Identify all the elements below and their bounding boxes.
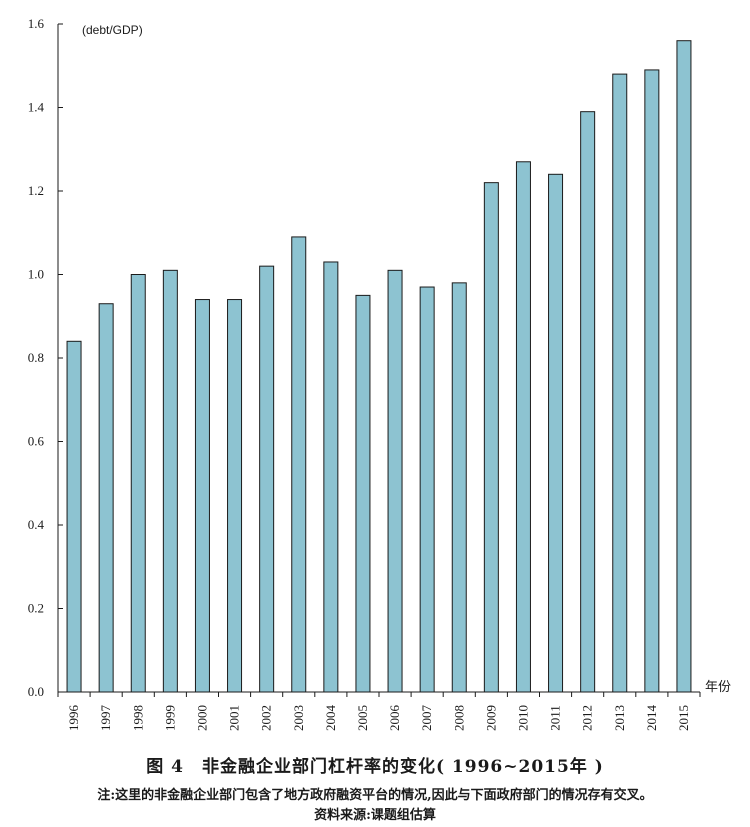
x-tick-label: 2012 bbox=[580, 705, 595, 731]
bar-2009 bbox=[483, 182, 499, 693]
bar-2000 bbox=[194, 299, 210, 693]
x-tick-label: 2004 bbox=[323, 705, 338, 732]
y-tick-label: 1.0 bbox=[28, 267, 44, 282]
y-tick-label: 0.6 bbox=[28, 434, 45, 449]
bar-1997 bbox=[98, 303, 114, 693]
y-axis: 0.0 0.2 0.4 0.6 0.8 1.0 1.2 1.4 1.6 bbox=[28, 16, 63, 699]
x-tick-label: 2003 bbox=[291, 705, 306, 731]
bars bbox=[66, 40, 692, 693]
y-tick-label: 0.8 bbox=[28, 350, 44, 365]
bar-2010 bbox=[515, 161, 531, 693]
x-tick-label: 2010 bbox=[515, 705, 530, 731]
x-tick-label: 1997 bbox=[98, 705, 113, 732]
bar-1998 bbox=[130, 274, 146, 693]
bar-2013 bbox=[612, 73, 628, 693]
bar-2014 bbox=[644, 69, 660, 693]
bar-2003 bbox=[291, 236, 307, 693]
y-tick-label: 1.2 bbox=[28, 183, 44, 198]
x-tick-label: 2006 bbox=[387, 705, 402, 732]
x-tick-label: 2011 bbox=[548, 705, 563, 731]
x-tick-label: 2013 bbox=[612, 705, 627, 731]
bar-2015 bbox=[676, 40, 692, 693]
x-tick-label: 2015 bbox=[676, 705, 691, 731]
x-tick-label: 2005 bbox=[355, 705, 370, 731]
x-tick-label: 1998 bbox=[130, 705, 145, 731]
y-tick-label: 0.4 bbox=[28, 517, 45, 532]
figure-source: 资料来源:课题组估算 bbox=[314, 808, 436, 823]
bar-1996 bbox=[66, 340, 82, 693]
y-unit-label: (debt/GDP) bbox=[82, 23, 143, 37]
bar-2008 bbox=[451, 282, 467, 693]
x-tick-label: 2007 bbox=[419, 705, 434, 732]
x-tick-label: 2009 bbox=[483, 705, 498, 731]
y-tick-label: 0.0 bbox=[28, 684, 44, 699]
y-tick-label: 1.4 bbox=[28, 100, 45, 115]
figure-title: 图 4 非金融企业部门杠杆率的变化( 1996~2015年 ) bbox=[146, 757, 604, 777]
figure-note: 注:这里的非金融企业部门包含了地方政府融资平台的情况,因此与下面政府部门的情况存… bbox=[97, 788, 653, 803]
bar-2011 bbox=[548, 173, 564, 693]
bar-2004 bbox=[323, 261, 339, 693]
y-tick-label: 0.2 bbox=[28, 601, 44, 616]
bar-2007 bbox=[419, 286, 435, 693]
x-axis-label: 年份 bbox=[705, 680, 731, 695]
x-tick-label: 1996 bbox=[66, 705, 81, 732]
bar-2002 bbox=[259, 265, 275, 693]
x-tick-label: 2001 bbox=[227, 705, 242, 731]
x-tick-label: 1999 bbox=[162, 705, 177, 731]
x-tick-label: 2014 bbox=[644, 705, 659, 732]
y-tick-label: 1.6 bbox=[28, 16, 45, 31]
x-axis: 1996 1997 1998 1999 2000 2001 2002 2003 2004 2005… bbox=[57, 691, 701, 732]
bar-2006 bbox=[387, 269, 403, 693]
bar-2012 bbox=[580, 111, 596, 693]
x-tick-label: 2000 bbox=[194, 705, 209, 731]
bar-2001 bbox=[227, 299, 243, 693]
bar-1999 bbox=[162, 269, 178, 693]
bar-chart: 0.0 0.2 0.4 0.6 0.8 1.0 1.2 1.4 1.6 1996 1997 1998… bbox=[28, 16, 731, 732]
x-tick-label: 2008 bbox=[451, 705, 466, 731]
x-tick-label: 2002 bbox=[259, 705, 274, 731]
bar-2005 bbox=[355, 294, 371, 693]
